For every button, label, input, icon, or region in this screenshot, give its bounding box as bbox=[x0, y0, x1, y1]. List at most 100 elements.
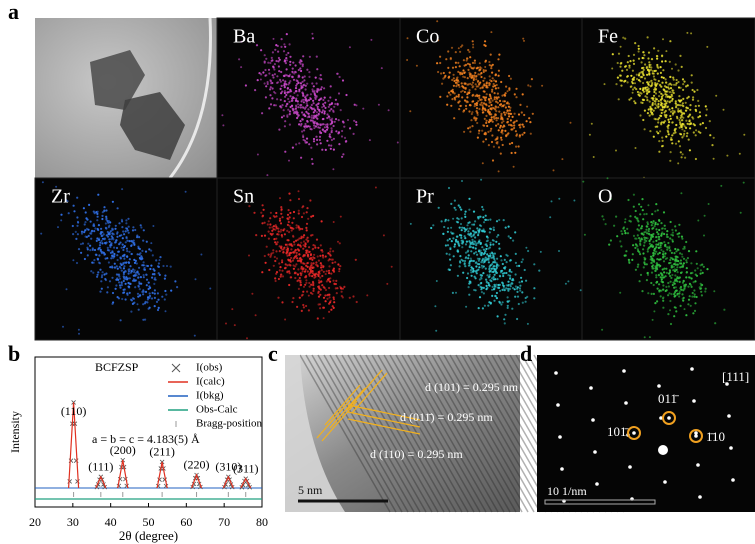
map-dot bbox=[642, 209, 644, 211]
map-dot bbox=[675, 229, 677, 231]
map-dot bbox=[269, 217, 271, 219]
map-dot bbox=[485, 115, 487, 117]
map-dot bbox=[273, 265, 275, 267]
map-dot bbox=[647, 36, 649, 38]
map-dot bbox=[137, 303, 139, 305]
map-dot bbox=[308, 309, 310, 311]
map-dot bbox=[667, 100, 669, 102]
map-dot bbox=[492, 100, 494, 102]
map-dot bbox=[489, 111, 491, 113]
map-dot bbox=[474, 103, 476, 105]
map-dot bbox=[76, 216, 78, 218]
map-dot bbox=[312, 248, 314, 250]
map-dot bbox=[458, 108, 460, 110]
map-dot bbox=[658, 283, 660, 285]
map-dot bbox=[448, 187, 450, 189]
map-dot bbox=[289, 225, 291, 227]
map-dot bbox=[155, 259, 157, 261]
map-dot bbox=[272, 74, 274, 76]
map-dot bbox=[298, 198, 300, 200]
map-dot bbox=[665, 286, 667, 288]
map-dot bbox=[456, 77, 458, 79]
map-dot bbox=[481, 102, 483, 104]
map-dot bbox=[158, 272, 160, 274]
map-dot bbox=[141, 250, 143, 252]
map-dot bbox=[320, 264, 322, 266]
map-dot bbox=[652, 102, 654, 104]
map-dot bbox=[690, 262, 692, 264]
map-dot bbox=[386, 283, 388, 285]
map-dot bbox=[148, 248, 150, 250]
map-dot bbox=[495, 105, 497, 107]
map-dot bbox=[479, 82, 481, 84]
map-dot bbox=[307, 125, 309, 127]
map-dot bbox=[284, 319, 286, 321]
map-dot bbox=[458, 96, 460, 98]
map-dot bbox=[448, 92, 450, 94]
map-dot bbox=[700, 273, 702, 275]
map-dot bbox=[262, 204, 264, 206]
map-dot bbox=[281, 270, 283, 272]
map-dot bbox=[513, 127, 515, 129]
map-dot bbox=[117, 268, 119, 270]
map-dot bbox=[335, 283, 337, 285]
map-dot bbox=[452, 232, 454, 234]
map-dot bbox=[273, 238, 275, 240]
map-dot bbox=[679, 55, 681, 57]
map-dot bbox=[511, 142, 513, 144]
map-dot bbox=[527, 323, 529, 325]
map-dot bbox=[443, 72, 445, 74]
map-dot bbox=[642, 82, 644, 84]
map-dot bbox=[667, 313, 669, 315]
map-dot bbox=[677, 108, 679, 110]
map-dot bbox=[134, 269, 136, 271]
map-dot bbox=[440, 72, 442, 74]
map-dot bbox=[116, 236, 118, 238]
map-dot bbox=[298, 227, 300, 229]
map-dot bbox=[274, 49, 276, 51]
map-dot bbox=[461, 82, 463, 84]
map-dot bbox=[491, 107, 493, 109]
map-dot bbox=[287, 98, 289, 100]
map-dot bbox=[308, 143, 310, 145]
map-dot bbox=[497, 93, 499, 95]
map-dot bbox=[330, 309, 332, 311]
map-dot bbox=[343, 286, 345, 288]
map-dot bbox=[335, 130, 337, 132]
map-dot bbox=[642, 51, 644, 53]
map-dot bbox=[102, 271, 104, 273]
map-dot bbox=[288, 101, 290, 103]
map-dot bbox=[477, 81, 479, 83]
map-dot bbox=[490, 302, 492, 304]
map-dot bbox=[286, 103, 288, 105]
map-dot bbox=[128, 232, 130, 234]
map-dot bbox=[406, 59, 408, 61]
map-dot bbox=[645, 229, 647, 231]
calc-peak bbox=[118, 460, 128, 488]
map-dot bbox=[267, 62, 269, 64]
map-dot bbox=[304, 271, 306, 273]
map-dot bbox=[641, 225, 643, 227]
map-dot bbox=[523, 40, 525, 42]
fringe-label: d (110) = 0.295 nm bbox=[370, 447, 463, 461]
map-dot bbox=[493, 229, 495, 231]
map-dot bbox=[117, 207, 119, 209]
map-dot bbox=[280, 46, 282, 48]
map-dot bbox=[519, 104, 521, 106]
map-dot bbox=[340, 109, 342, 111]
map-dot bbox=[88, 204, 90, 206]
map-dot bbox=[332, 305, 334, 307]
map-dot bbox=[656, 126, 658, 128]
map-dot bbox=[316, 143, 318, 145]
map-dot bbox=[459, 206, 461, 208]
map-dot bbox=[656, 64, 658, 66]
map-dot bbox=[280, 246, 282, 248]
map-dot bbox=[508, 300, 510, 302]
map-dot bbox=[482, 111, 484, 113]
map-dot bbox=[637, 91, 639, 93]
map-dot bbox=[306, 138, 308, 140]
map-dot bbox=[291, 222, 293, 224]
map-dot bbox=[634, 42, 636, 44]
map-dot bbox=[453, 246, 455, 248]
map-dot bbox=[301, 295, 303, 297]
